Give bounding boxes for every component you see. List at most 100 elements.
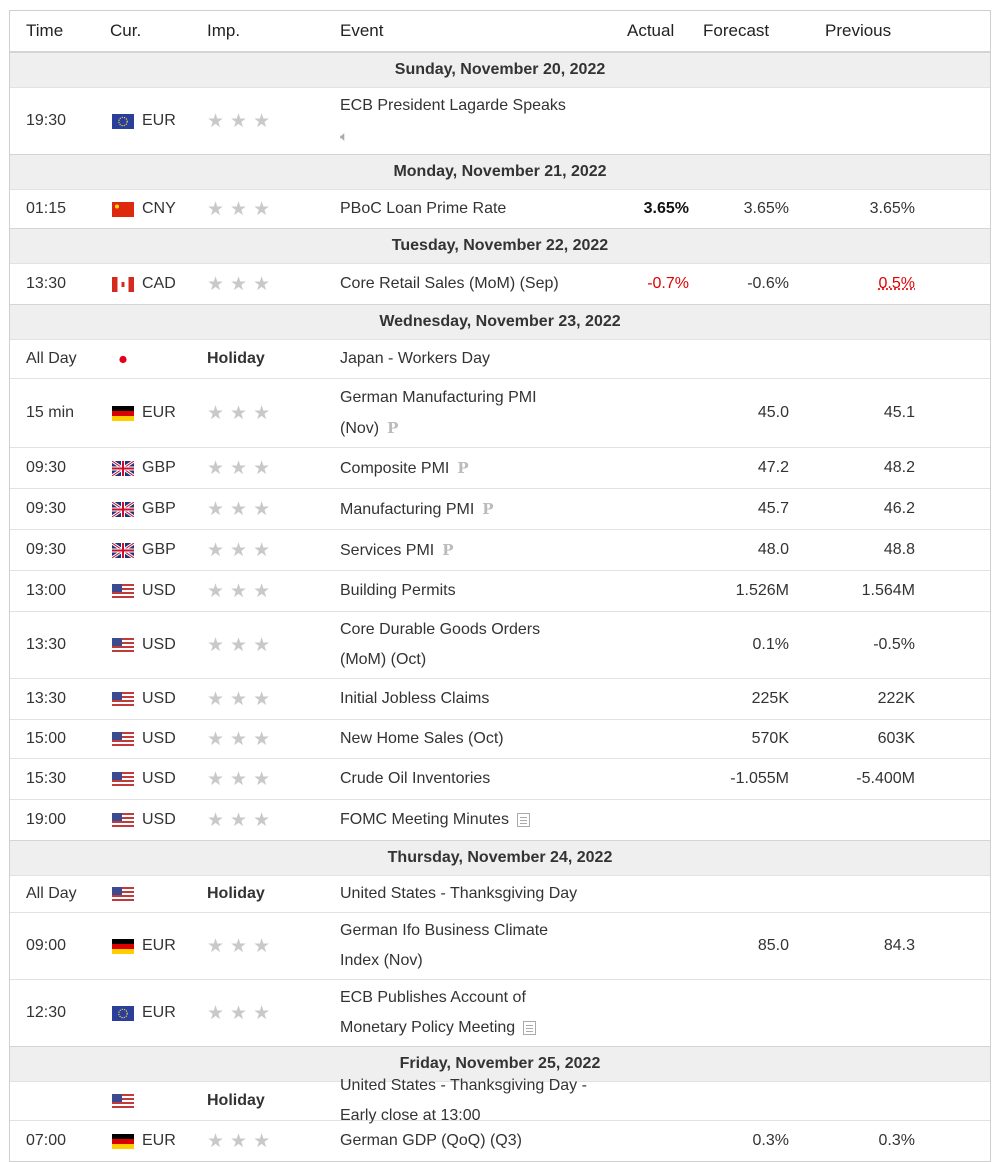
event-name-line: (Nov) P	[340, 413, 617, 444]
event-name[interactable]: Services PMI P	[340, 535, 617, 566]
event-name-line: Building Permits	[340, 576, 617, 606]
economic-calendar-table: Time Cur. Imp. Event Actual Forecast Pre…	[9, 10, 991, 1162]
event-name-line: (MoM) (Oct)	[340, 645, 617, 675]
importance-stars: ★ ★ ★	[207, 811, 270, 830]
event-name-line: German GDP (QoQ) (Q3)	[340, 1126, 617, 1156]
event-time: 13:30	[26, 690, 67, 707]
event-name[interactable]: United States - Thanksgiving Day	[340, 879, 617, 909]
table-header: Time Cur. Imp. Event Actual Forecast Pre…	[10, 11, 990, 52]
event-time: 09:30	[26, 459, 67, 476]
event-name[interactable]: German Ifo Business Climate Index (Nov)	[340, 916, 617, 976]
event-importance: ★ ★ ★	[207, 541, 340, 560]
event-row[interactable]: 09:30 GBP ★ ★ ★ Composite PMI P 47.2 48.2	[10, 447, 990, 488]
event-forecast: 3.65%	[743, 200, 789, 217]
header-event[interactable]: Event	[340, 21, 384, 40]
event-name-text: ECB President Lagarde Speaks	[340, 96, 566, 114]
event-forecast: 1.526M	[735, 582, 789, 599]
event-name-text: (MoM) (Oct)	[340, 651, 427, 668]
event-row[interactable]: 13:30 CAD ★ ★ ★ Core Retail Sales (MoM) (Sep)…	[10, 263, 990, 304]
currency-code: GBP	[142, 541, 176, 558]
event-name[interactable]: PBoC Loan Prime Rate	[340, 194, 617, 224]
header-actual[interactable]: Actual	[627, 21, 675, 40]
event-name[interactable]: FOMC Meeting Minutes	[340, 805, 617, 835]
event-row[interactable]: 15 min EUR ★ ★ ★ German Manufacturing PMI (Nov…	[10, 378, 990, 447]
header-forecast[interactable]: Forecast	[703, 21, 770, 40]
event-name-line: Services PMI P	[340, 535, 617, 566]
header-importance[interactable]: Imp.	[207, 21, 241, 40]
event-previous: 3.65%	[793, 200, 919, 218]
event-row[interactable]: 13:00 USD ★ ★ ★ Building Permits 1.526M 1.564M	[10, 570, 990, 611]
event-name[interactable]: Building Permits	[340, 576, 617, 606]
event-previous: 48.8	[793, 541, 919, 559]
event-row[interactable]: 13:30 USD ★ ★ ★ Initial Jobless Claims 225K 222…	[10, 678, 990, 719]
event-name-line: United States - Thanksgiving Day	[340, 879, 617, 909]
event-name-line: PBoC Loan Prime Rate	[340, 194, 617, 224]
event-name[interactable]: New Home Sales (Oct)	[340, 724, 617, 754]
document-icon[interactable]	[523, 1020, 537, 1035]
importance-stars: ★ ★ ★	[207, 690, 270, 709]
event-name-text: United States - Thanksgiving Day	[340, 885, 578, 902]
event-importance: ★ ★ ★	[207, 582, 340, 601]
table-body: Sunday, November 20, 2022 19:30 EUR ★ ★ ★ ECB …	[10, 52, 990, 1161]
event-name[interactable]: Core Retail Sales (MoM) (Sep)	[340, 269, 617, 299]
event-row[interactable]: Holiday United States - Thanksgiving Day …	[10, 1077, 990, 1124]
event-name[interactable]: Crude Oil Inventories	[340, 764, 617, 794]
star-icon: ★	[207, 539, 225, 561]
header-previous[interactable]: Previous	[825, 21, 892, 40]
event-row[interactable]: 13:30 USD ★ ★ ★ Core Durable Goods Orders (MoM…	[10, 611, 990, 678]
star-icon: ★	[230, 539, 248, 561]
event-currency: USD	[110, 582, 207, 600]
event-name[interactable]: Initial Jobless Claims	[340, 684, 617, 714]
star-icon: ★	[253, 198, 271, 220]
star-icon: ★	[253, 728, 271, 750]
star-icon: ★	[253, 580, 271, 602]
star-icon: ★	[207, 457, 225, 479]
star-icon: ★	[253, 110, 271, 132]
event-name[interactable]: Core Durable Goods Orders (MoM) (Oct)	[340, 615, 617, 675]
event-row[interactable]: 09:00 EUR ★ ★ ★ German Ifo Business Climate In…	[10, 912, 990, 979]
event-forecast: 0.3%	[752, 1132, 789, 1149]
event-row[interactable]: 09:30 GBP ★ ★ ★ Services PMI P 48.0 48.8	[10, 529, 990, 570]
header-currency[interactable]: Cur.	[110, 21, 142, 40]
event-name[interactable]: United States - Thanksgiving Day - Early…	[340, 1071, 617, 1131]
event-importance: Holiday	[207, 1092, 340, 1110]
event-importance: ★ ★ ★	[207, 636, 340, 655]
event-row[interactable]: 07:00 EUR ★ ★ ★ German GDP (QoQ) (Q3) 0.3% 0.3%	[10, 1120, 990, 1161]
star-icon: ★	[253, 935, 271, 957]
event-name-text: Crude Oil Inventories	[340, 770, 491, 787]
event-row[interactable]: 19:30 EUR ★ ★ ★ ECB President Lagarde Speaks 🔈…	[10, 87, 990, 154]
event-row[interactable]: 19:00 USD ★ ★ ★ FOMC Meeting Minutes	[10, 799, 990, 840]
event-currency: EUR	[110, 404, 207, 422]
currency-code: EUR	[142, 1004, 176, 1021]
event-row[interactable]: 12:30 EUR ★ ★ ★ ECB Publishes Account of Monet…	[10, 979, 990, 1046]
event-previous-value: 0.3%	[878, 1132, 915, 1149]
event-row[interactable]: All Day Holiday United States - Thanksgivi…	[10, 875, 990, 912]
event-name[interactable]: German GDP (QoQ) (Q3)	[340, 1126, 617, 1156]
event-row[interactable]: 09:30 GBP ★ ★ ★ Manufacturing PMI P 45.7 46.2	[10, 488, 990, 529]
event-previous-value: 46.2	[883, 500, 915, 517]
preliminary-icon: P	[457, 458, 469, 477]
document-icon[interactable]	[516, 812, 530, 827]
importance-stars: ★ ★ ★	[207, 937, 270, 956]
event-name[interactable]: ECB Publishes Account of Monetary Policy …	[340, 983, 617, 1043]
event-row[interactable]: 15:30 USD ★ ★ ★ Crude Oil Inventories -1.055M -…	[10, 758, 990, 799]
event-name[interactable]: Composite PMI P	[340, 453, 617, 484]
holiday-label: Holiday	[207, 885, 265, 902]
event-previous: 46.2	[793, 500, 919, 518]
star-icon: ★	[253, 768, 271, 790]
event-name[interactable]: ECB President Lagarde Speaks 🔈︎	[340, 91, 617, 152]
event-currency: GBP	[110, 500, 207, 518]
flag-us-icon	[112, 812, 134, 828]
event-name-line: ECB President Lagarde Speaks	[340, 91, 617, 121]
event-name[interactable]: Japan - Workers Day	[340, 344, 617, 374]
event-name[interactable]: Manufacturing PMI P	[340, 494, 617, 525]
flag-gb-icon	[112, 460, 134, 476]
event-row[interactable]: All Day Holiday Japan - Workers Day	[10, 339, 990, 378]
header-time[interactable]: Time	[26, 21, 64, 40]
event-name[interactable]: German Manufacturing PMI (Nov) P	[340, 383, 617, 444]
event-time: 19:00	[26, 811, 67, 828]
event-row[interactable]: 01:15 CNY ★ ★ ★ PBoC Loan Prime Rate 3.65% 3.65…	[10, 189, 990, 228]
importance-stars: ★ ★ ★	[207, 200, 270, 219]
currency-code: GBP	[142, 500, 176, 517]
event-row[interactable]: 15:00 USD ★ ★ ★ New Home Sales (Oct) 570K 603K	[10, 719, 990, 758]
